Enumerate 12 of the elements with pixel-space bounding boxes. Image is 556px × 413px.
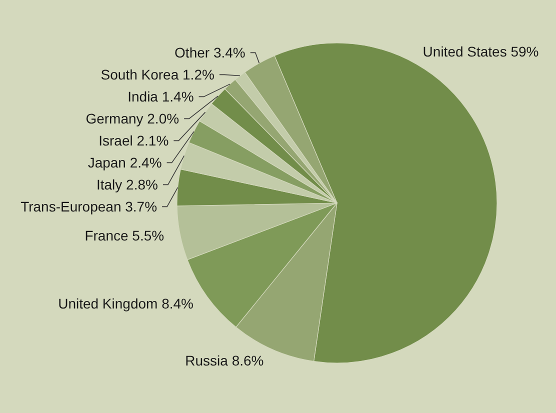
slice-label: Japan 2.4% (88, 154, 162, 171)
slice-label: Germany 2.0% (86, 110, 180, 127)
slice-label: France 5.5% (84, 228, 164, 244)
slice-label: India 1.4% (128, 88, 194, 105)
slice-label: South Korea 1.2% (100, 66, 214, 83)
slice-label: Israel 2.1% (98, 132, 169, 149)
slice-label: Russia 8.6% (185, 352, 264, 368)
slice-label: Italy 2.8% (96, 176, 158, 193)
slice-label: United Kingdom 8.4% (58, 296, 194, 312)
slice-label: Other 3.4% (174, 44, 246, 61)
slice-label: Trans-European 3.7% (20, 198, 158, 215)
slice-label: United States 59% (422, 44, 539, 60)
